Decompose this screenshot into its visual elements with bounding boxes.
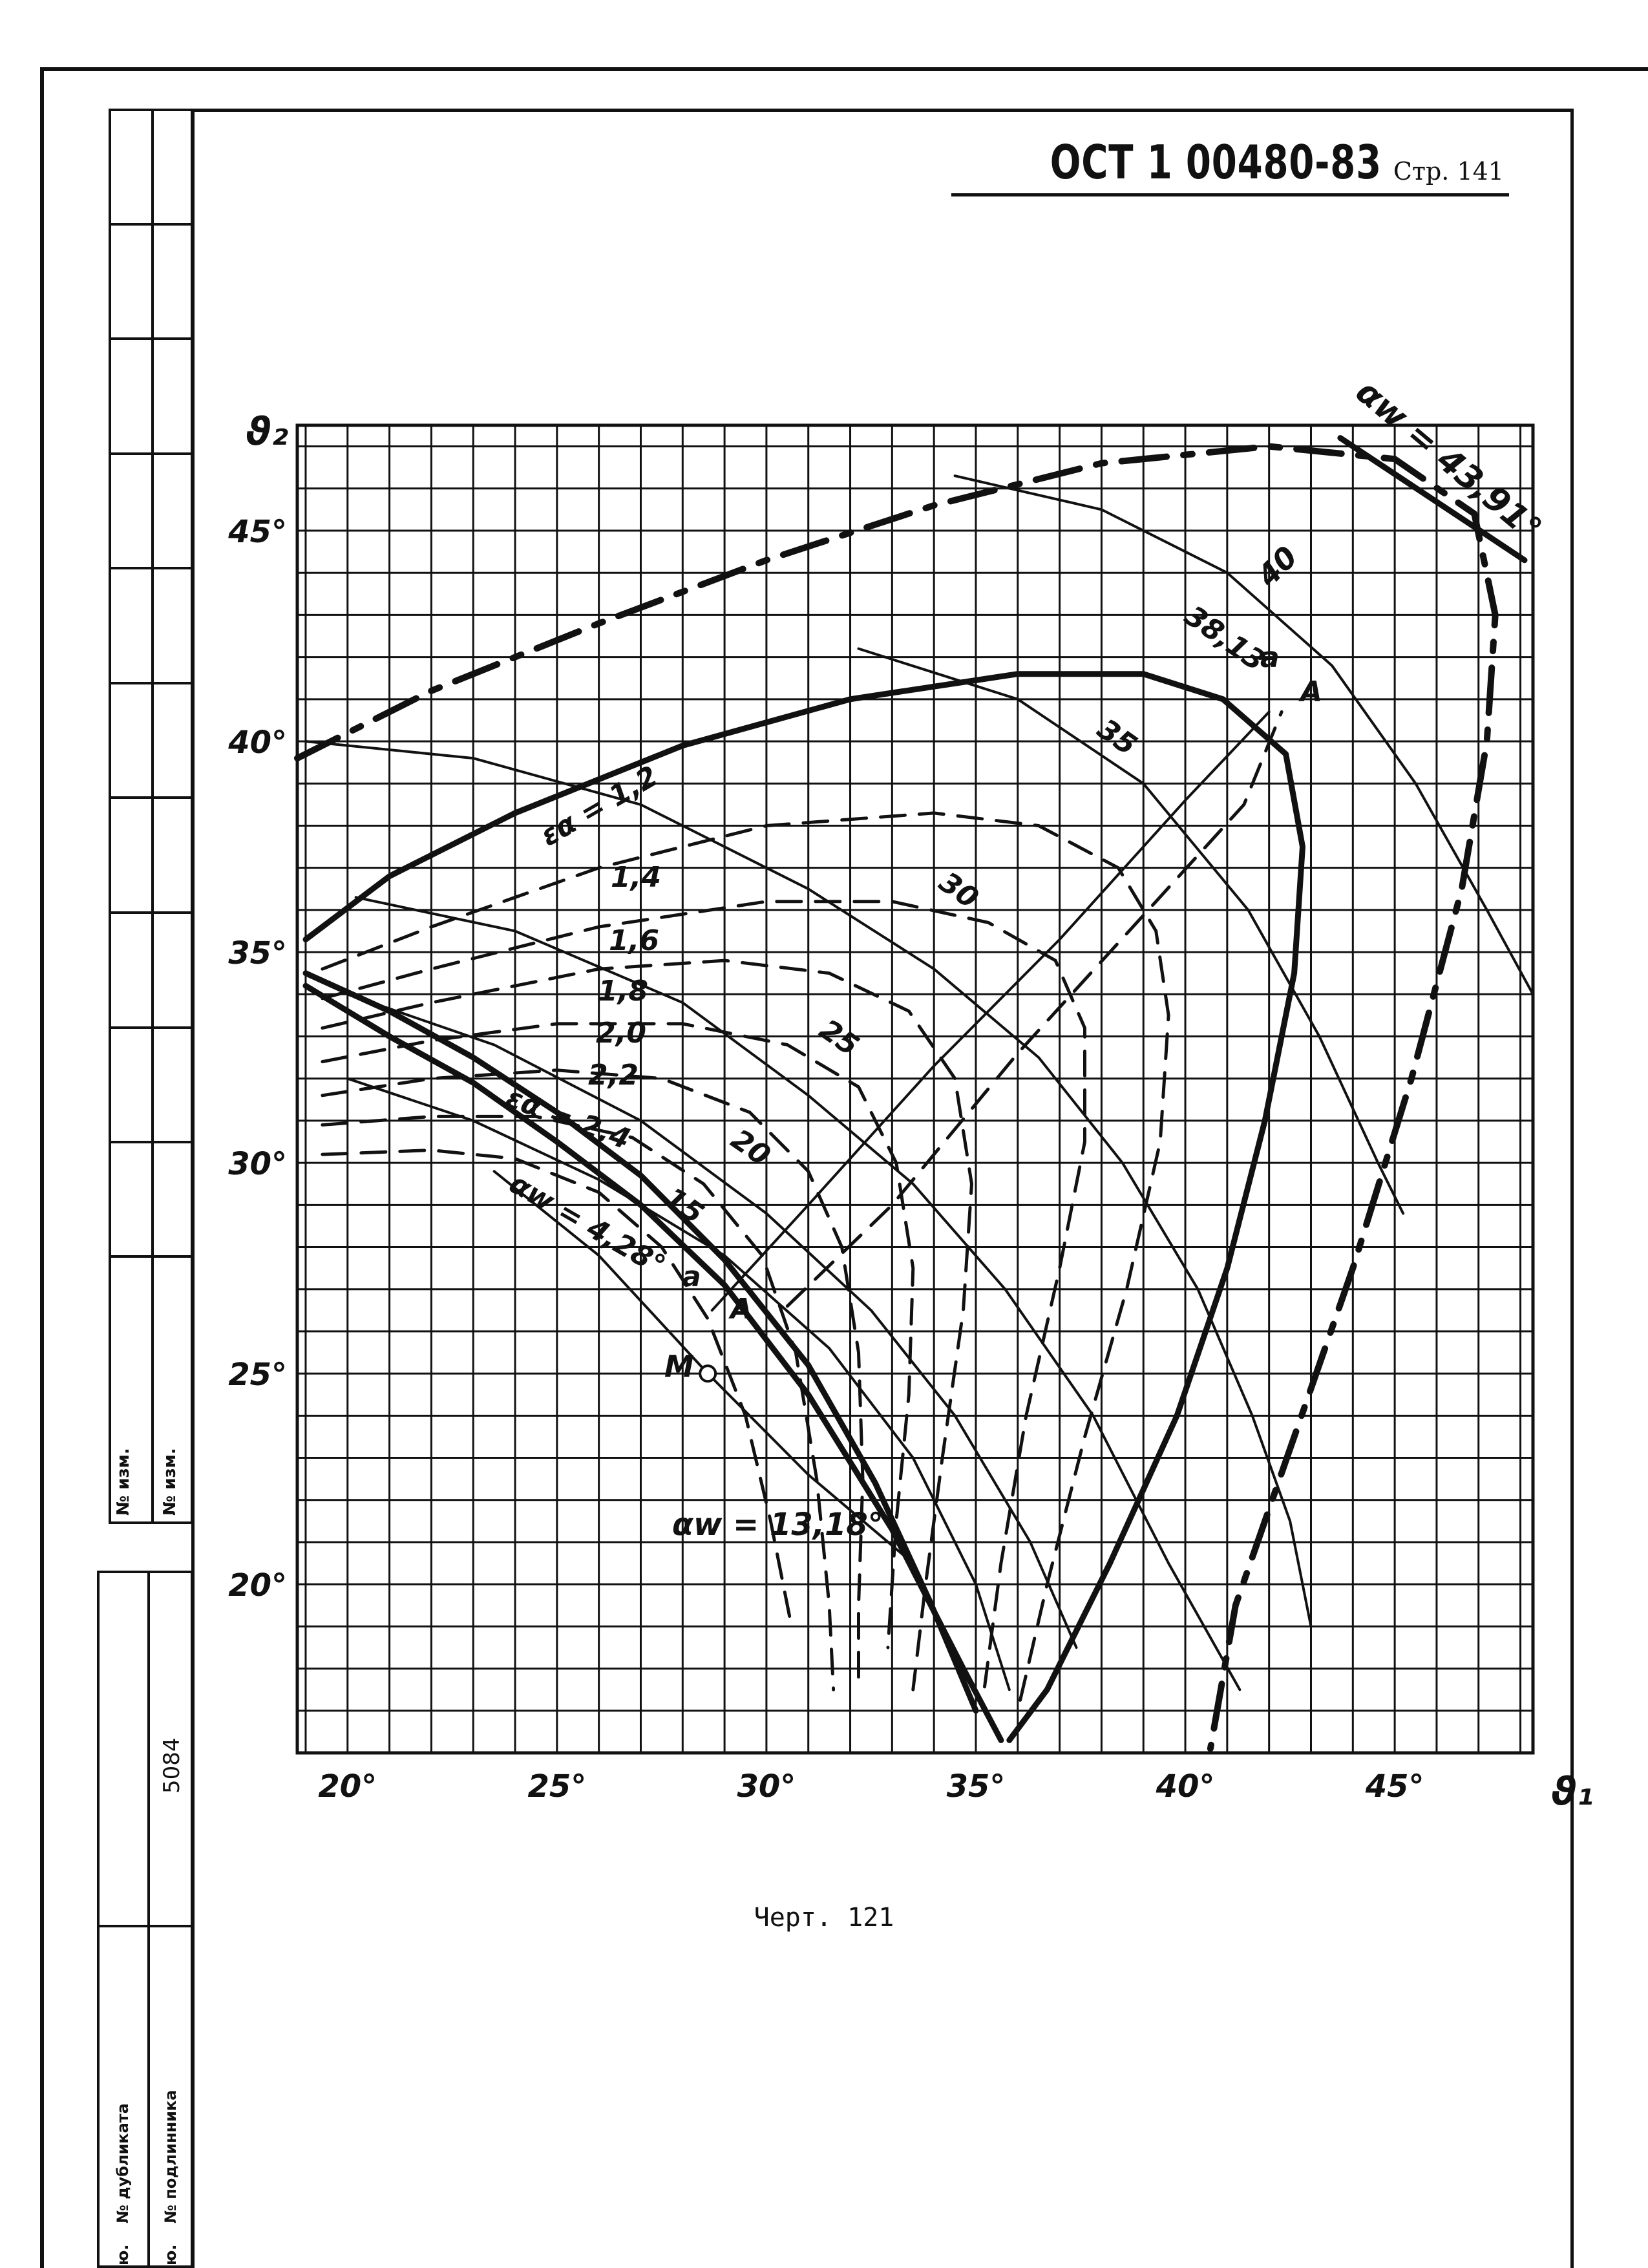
y-tick-label: 45° [227, 514, 287, 550]
archive-strip-rule [97, 1925, 193, 1927]
revision-strip-divider [151, 109, 154, 1524]
x-tick-label: 45° [1365, 1768, 1424, 1805]
series-line [302, 671, 1305, 1743]
page-number: Стр. 141 [1393, 157, 1504, 185]
x-tick-label: 20° [318, 1768, 377, 1805]
revision-strip-rule [109, 682, 193, 684]
series-line [321, 1022, 915, 1649]
x-axis-label: ϑ₁ [1551, 1769, 1594, 1814]
annotation-label: 2,0 [596, 1017, 646, 1050]
chart-series [294, 435, 1534, 1752]
series-line [354, 896, 1241, 1691]
series-line [302, 970, 979, 1714]
annotation-label: 15 [659, 1181, 710, 1231]
series-line [302, 982, 1004, 1743]
revision-strip-rule [109, 796, 193, 799]
annotation-label: εα = 2,4 [502, 1081, 635, 1156]
revision-strip-rule [109, 1255, 193, 1258]
revision-strip-rule [109, 567, 193, 569]
annotation-label: 2,2 [588, 1059, 639, 1092]
annotation-label: 1,6 [609, 924, 659, 957]
annotation-label: a [682, 1260, 701, 1293]
annotation-label: A [728, 1293, 752, 1326]
y-axis-label: ϑ₂ [246, 409, 288, 454]
series-line [321, 959, 973, 1691]
annotation-label: 25 [814, 1013, 865, 1063]
annotation-label: αw = 13,18° [672, 1507, 883, 1543]
series-line [346, 993, 1078, 1649]
series-line [321, 900, 1086, 1691]
series-line [321, 811, 1170, 1713]
annotation-label: 1,4 [611, 861, 661, 894]
x-tick-label: 30° [737, 1768, 796, 1805]
annotation-label: 1,8 [598, 975, 648, 1008]
page-header: ОСТ 1 00480-83 Стр. 141 [951, 128, 1509, 196]
revision-strip-rule [109, 337, 193, 340]
point-marker [699, 1364, 717, 1383]
annotation-label: 20 [725, 1123, 776, 1172]
y-tick-label: 35° [228, 935, 287, 971]
revision-strip-rule [109, 1141, 193, 1143]
x-tick-label: 35° [947, 1768, 1006, 1805]
series-line [304, 740, 1313, 1628]
annotation-label: 40 [1250, 539, 1304, 593]
y-tick-label: 30° [228, 1146, 287, 1182]
series-line [1337, 435, 1528, 564]
series-line [321, 1114, 836, 1691]
x-tick-label: 25° [527, 1768, 586, 1805]
y-tick-label: 25° [228, 1357, 287, 1393]
page-frame [40, 67, 1648, 2268]
chart-grid [295, 423, 1535, 1755]
revision-strip-rule [109, 452, 193, 455]
revision-strip-top [109, 109, 193, 1524]
revision-strip-rule [109, 1026, 193, 1029]
annotation-label: a [1260, 641, 1280, 674]
revision-strip-rule [109, 223, 193, 226]
annotation-label: 38,13 [1179, 599, 1271, 678]
archive-strip [97, 1571, 193, 2268]
figure-caption: Черт. 121 [754, 1903, 894, 1933]
series-line [857, 647, 1405, 1215]
y-tick-label: 20° [228, 1567, 287, 1604]
series-line [321, 1149, 794, 1628]
series-line [346, 1077, 1011, 1691]
annotation-label: M [664, 1349, 694, 1384]
archive-strip-divider [147, 1571, 150, 2268]
series-line [785, 710, 1284, 1308]
annotation-label: A [1298, 675, 1322, 708]
series-line [710, 710, 1271, 1312]
x-tick-label: 40° [1156, 1768, 1215, 1805]
y-tick-label: 40° [227, 725, 287, 761]
series-line [953, 474, 1534, 996]
revision-strip-rule [109, 911, 193, 914]
series-line [294, 443, 1499, 1752]
standard-number: ОСТ 1 00480-83 [1050, 135, 1382, 189]
